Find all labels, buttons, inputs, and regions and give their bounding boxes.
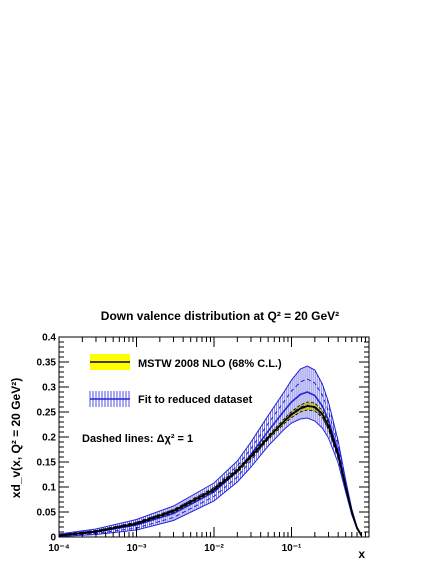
legend-label-reduced: Fit to reduced dataset	[138, 394, 253, 406]
x-tick-label: 10⁻³	[127, 543, 147, 554]
y-tick-label: 0.3	[42, 383, 56, 394]
x-axis-label: x	[358, 547, 365, 561]
legend-swatch-reduced	[89, 391, 130, 407]
annotation-dashed-lines: Dashed lines: Δχ² = 1	[82, 433, 193, 445]
y-tick-label: 0.35	[37, 358, 57, 369]
mstw-central	[58, 405, 363, 537]
legend: MSTW 2008 NLO (68% C.L.) Fit to reduced …	[89, 354, 282, 407]
axes-layer: 10⁻⁴ 10⁻³ 10⁻² 10⁻¹ 0 0.05 0.1 0.15 0.2 0.25 0.3 0.…	[37, 333, 369, 554]
x-tick-label: 10⁻²	[204, 543, 224, 554]
y-tick-label: 0.15	[37, 458, 57, 469]
plot-layer	[58, 365, 363, 537]
chart-title: Down valence distribution at Q² = 20 GeV…	[101, 309, 339, 323]
y-tick-label: 0.2	[42, 433, 56, 444]
y-tick-label: 0.4	[42, 333, 56, 344]
reduced-fit-lower	[58, 417, 362, 537]
x-tick-label: 10⁻⁴	[48, 543, 69, 554]
y-axis-label: xd_v(x, Q² = 20 GeV²)	[9, 378, 23, 498]
y-tick-label: 0.25	[37, 408, 57, 419]
x-tick-label: 10⁻¹	[282, 543, 302, 554]
reduced-fit-lower-dashed	[58, 404, 362, 537]
y-tick-label: 0.05	[37, 508, 57, 519]
y-tick-label: 0.1	[42, 483, 56, 494]
legend-label-mstw: MSTW 2008 NLO (68% C.L.)	[138, 358, 282, 370]
reduced-fit-upper	[58, 365, 362, 536]
y-tick-label: 0	[50, 533, 56, 544]
